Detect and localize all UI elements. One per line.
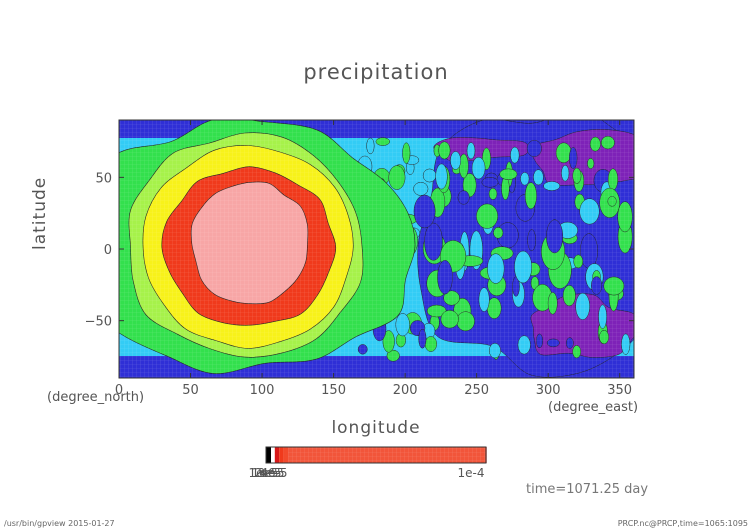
colorbar-tick-label: 1e-6 (249, 466, 276, 480)
colorbar-tick-label: 1e-4 (458, 466, 485, 480)
x-axis-label: longitude (331, 418, 421, 438)
y-tick-label: 0 (104, 243, 112, 258)
x-tick-label: 300 (536, 383, 561, 398)
colorbar: 1e-61e-52e-53e-54e-5 1e-4 (249, 446, 487, 480)
precipitation-field (119, 120, 634, 378)
x-tick-label: 350 (607, 383, 632, 398)
x-tick-label: 150 (321, 383, 346, 398)
footer-source: PRCP.nc@PRCP,time=1065:1095 (617, 519, 748, 528)
y-tick-label: 50 (95, 171, 112, 186)
colorbar-tick-label: 3e-5 (258, 466, 285, 480)
time-annotation: time=1071.25 day (526, 482, 649, 497)
colorbar-segment (274, 447, 280, 463)
colorbar-tick-label: 1e-5 (252, 466, 279, 480)
chart-title: precipitation (303, 60, 449, 84)
x-tick-label: 0 (115, 383, 123, 398)
x-tick-label: 100 (250, 383, 275, 398)
x-tick-label: 200 (393, 383, 418, 398)
x-tick-label: 50 (182, 383, 199, 398)
colorbar-tick-label: 2e-5 (255, 466, 282, 480)
y-tick-label: −50 (85, 315, 112, 330)
colorbar-tick-label: 4e-5 (261, 466, 288, 480)
colorbar-grid (288, 447, 486, 463)
x-tick-label: 250 (464, 383, 489, 398)
colorbar-frame (265, 446, 487, 464)
colorbar-segment (283, 447, 288, 463)
footer-command: /usr/bin/gpview 2015-01-27 (4, 519, 115, 528)
x-axis-unit: (degree_east) (548, 400, 639, 415)
colorbar-segment (279, 447, 284, 463)
y-axis-unit: (degree_north) (47, 390, 145, 405)
axes: 0 50 100 150 200 250 300 350 −50 0 50 (85, 119, 635, 398)
field-grid (119, 120, 634, 378)
colorbar-segment (266, 447, 271, 463)
